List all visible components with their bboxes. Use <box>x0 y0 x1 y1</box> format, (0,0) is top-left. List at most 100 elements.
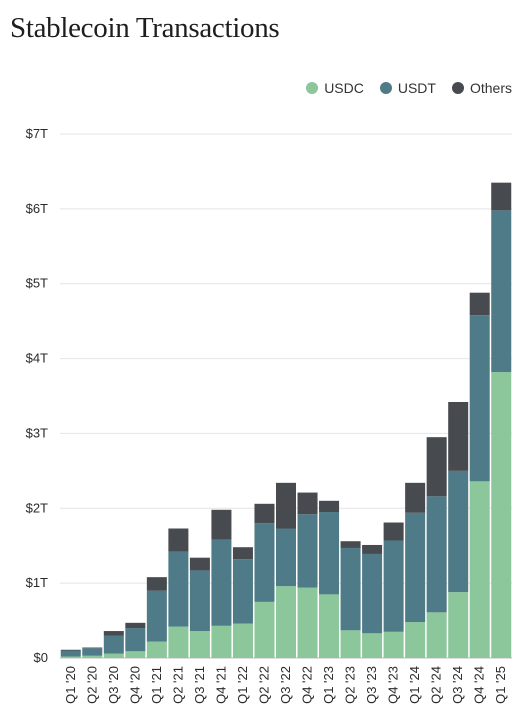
bar-usdc-7 <box>211 625 232 658</box>
x-tick-label-5: Q2 '21 <box>170 666 185 704</box>
bar-usdt-12 <box>319 512 340 595</box>
bar-others-12 <box>319 500 340 513</box>
x-tick-label-8: Q1 '22 <box>235 666 250 704</box>
bar-usdt-9 <box>254 523 275 602</box>
x-tick-label-12: Q1 '23 <box>321 666 336 704</box>
bar-usdt-6 <box>189 570 210 632</box>
y-tick-label-4: $4T <box>26 351 48 366</box>
bar-usdt-18 <box>448 470 469 593</box>
y-tick-label-3: $3T <box>26 425 48 440</box>
chart-title: Stablecoin Transactions <box>10 12 280 44</box>
bar-usdc-12 <box>319 594 340 658</box>
bar-others-5 <box>168 528 189 552</box>
bar-usdc-15 <box>383 631 404 658</box>
bar-usdt-20 <box>491 210 512 373</box>
bar-usdc-9 <box>254 601 275 658</box>
bar-others-7 <box>211 509 232 540</box>
legend-item-others: Others <box>451 80 512 96</box>
x-tick-label-2: Q3 '20 <box>106 666 121 704</box>
bar-usdc-3 <box>125 651 146 658</box>
x-tick-label-0: Q1 '20 <box>63 666 78 704</box>
bar-usdt-0 <box>60 650 81 657</box>
bar-usdc-2 <box>103 653 124 658</box>
x-tick-label-18: Q3 '24 <box>450 666 465 704</box>
bar-others-10 <box>275 482 297 529</box>
bar-usdt-8 <box>232 559 253 624</box>
bar-others-13 <box>340 541 361 548</box>
bar-others-18 <box>448 401 469 471</box>
bar-usdt-1 <box>82 648 103 656</box>
bar-usdc-0 <box>60 656 81 658</box>
bar-usdt-10 <box>275 528 297 587</box>
legend-swatch-usdc <box>306 82 319 94</box>
bar-usdt-14 <box>362 553 383 634</box>
x-tick-label-17: Q2 '24 <box>429 666 444 704</box>
bar-usdc-14 <box>362 633 383 658</box>
x-tick-label-6: Q3 '21 <box>192 666 207 704</box>
x-tick-label-19: Q4 '24 <box>472 666 487 704</box>
x-tick-label-10: Q3 '22 <box>278 666 293 704</box>
y-tick-label-6: $6T <box>26 201 48 216</box>
y-tick-label-5: $5T <box>26 276 48 291</box>
bar-usdt-4 <box>146 590 167 642</box>
bar-others-6 <box>189 557 210 571</box>
bar-others-1 <box>82 647 103 649</box>
bar-usdc-4 <box>146 641 167 658</box>
legend-swatch-usdt <box>379 82 392 94</box>
legend-item-usdc: USDC <box>306 80 364 96</box>
bar-usdt-2 <box>103 635 124 654</box>
bar-others-4 <box>146 577 167 591</box>
bar-usdc-5 <box>168 626 189 658</box>
legend-label-others: Others <box>469 80 512 96</box>
legend: USDC USDT Others <box>306 80 512 96</box>
bar-usdc-8 <box>232 623 253 658</box>
x-tick-label-11: Q4 '22 <box>300 666 315 704</box>
bar-usdt-16 <box>405 512 426 623</box>
y-tick-label-2: $2T <box>26 500 48 515</box>
bar-usdc-10 <box>275 586 297 658</box>
bar-others-16 <box>405 482 426 513</box>
x-tick-label-1: Q2 '20 <box>84 666 99 704</box>
bar-usdc-20 <box>491 372 512 658</box>
bar-usdc-18 <box>448 592 469 658</box>
bar-others-19 <box>469 292 490 316</box>
x-tick-label-3: Q4 '20 <box>127 666 142 704</box>
x-tick-label-4: Q1 '21 <box>149 666 164 704</box>
bar-others-0 <box>60 649 81 651</box>
bar-usdt-5 <box>168 551 189 627</box>
x-tick-label-13: Q2 '23 <box>343 666 358 704</box>
bar-others-20 <box>491 182 512 211</box>
bar-usdt-19 <box>469 315 490 482</box>
bar-usdt-3 <box>125 628 146 652</box>
bar-others-9 <box>254 503 275 524</box>
legend-item-usdt: USDT <box>379 80 436 96</box>
legend-label-usdc: USDC <box>324 80 364 96</box>
x-tick-label-20: Q1 '25 <box>493 666 508 704</box>
bar-usdc-6 <box>189 631 210 658</box>
y-tick-label-0: $0 <box>34 650 48 665</box>
bar-usdt-15 <box>383 540 404 632</box>
x-tick-label-9: Q2 '22 <box>256 666 271 704</box>
bar-usdt-13 <box>340 547 361 631</box>
bar-usdc-16 <box>405 622 426 658</box>
bar-usdc-17 <box>426 612 447 658</box>
bar-others-11 <box>297 492 318 515</box>
bar-others-3 <box>125 622 146 629</box>
bar-others-2 <box>103 631 124 636</box>
bar-others-15 <box>383 522 404 541</box>
bar-others-17 <box>426 437 447 497</box>
bar-usdt-17 <box>426 496 447 613</box>
y-tick-label-7: $7T <box>26 126 48 141</box>
bar-others-8 <box>232 547 253 560</box>
legend-label-usdt: USDT <box>397 80 436 96</box>
x-tick-label-16: Q1 '24 <box>407 666 422 704</box>
bar-usdt-7 <box>211 539 232 626</box>
x-tick-label-7: Q4 '21 <box>213 666 228 704</box>
bar-usdt-11 <box>297 514 318 588</box>
bar-usdc-13 <box>340 630 361 658</box>
legend-swatch-others <box>451 82 464 94</box>
bar-usdc-1 <box>82 655 103 658</box>
bar-usdc-11 <box>297 587 318 658</box>
bar-usdc-19 <box>469 481 490 658</box>
